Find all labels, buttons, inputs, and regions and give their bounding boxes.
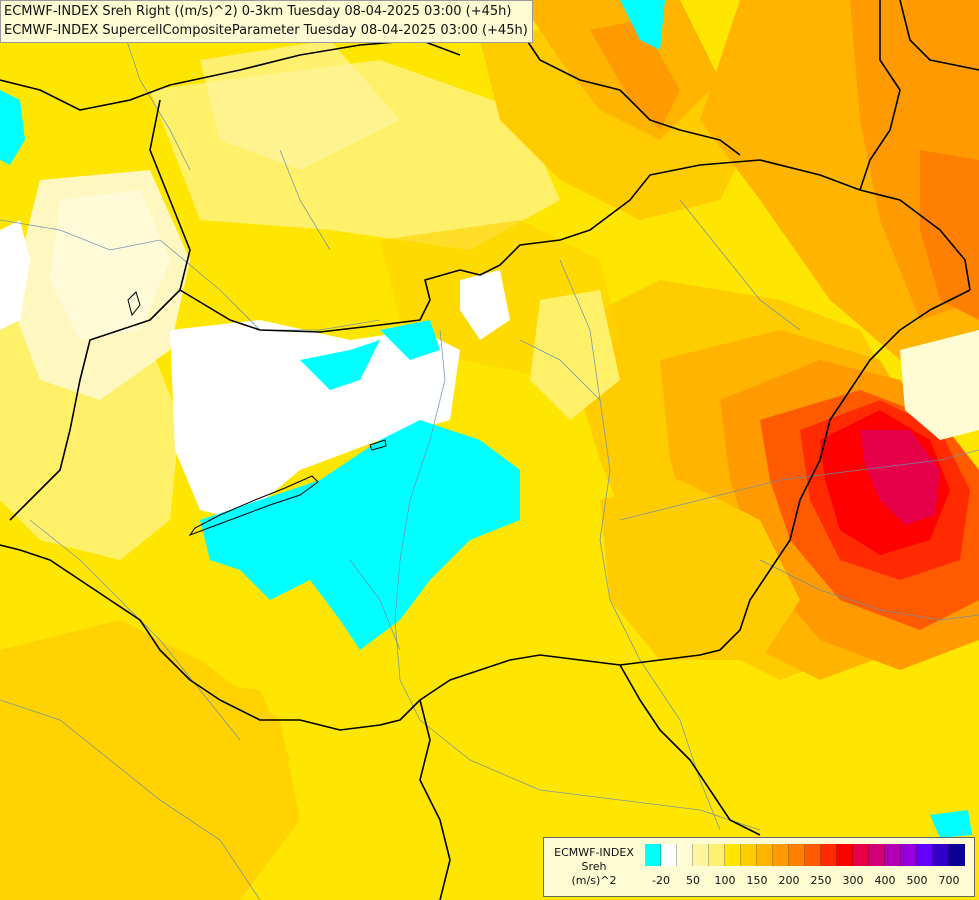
legend-swatch <box>901 844 917 866</box>
legend-tick-label: 500 <box>906 874 928 887</box>
legend-swatch <box>933 844 949 866</box>
legend-swatch <box>853 844 869 866</box>
legend-swatch <box>693 844 709 866</box>
legend-tick-label: 200 <box>778 874 800 887</box>
legend-swatch <box>773 844 789 866</box>
legend-swatch <box>949 844 965 866</box>
legend-swatch <box>709 844 725 866</box>
legend-label: ECMWF-INDEX Sreh (m/s)^2 <box>550 846 638 888</box>
legend-swatch <box>725 844 741 866</box>
legend-swatch <box>821 844 837 866</box>
legend-swatch <box>805 844 821 866</box>
legend-tick-label: 400 <box>874 874 896 887</box>
legend-swatch <box>789 844 805 866</box>
map-title-line-2: ECMWF-INDEX SupercellCompositeParameter … <box>4 23 528 38</box>
map-title-box: ECMWF-INDEX Sreh Right ((m/s)^2) 0-3km T… <box>0 0 533 43</box>
rivers <box>0 19 979 900</box>
legend-tick-label: 100 <box>714 874 736 887</box>
legend-swatch <box>741 844 757 866</box>
legend-swatches <box>645 844 965 866</box>
color-legend: ECMWF-INDEX Sreh (m/s)^2 -20 50 100 150 200 2… <box>543 837 975 897</box>
legend-tick-label: -20 <box>652 874 670 887</box>
legend-swatch <box>917 844 933 866</box>
legend-tick-label: 50 <box>686 874 700 887</box>
legend-label-line-3: (m/s)^2 <box>571 874 617 887</box>
legend-swatch <box>661 844 677 866</box>
legend-tick-label: 300 <box>842 874 864 887</box>
legend-swatch <box>837 844 853 866</box>
legend-swatch <box>645 844 661 866</box>
legend-tick-label: 700 <box>938 874 960 887</box>
legend-tick-label: 150 <box>746 874 768 887</box>
legend-label-line-2: Sreh <box>581 860 607 873</box>
legend-swatch <box>677 844 693 866</box>
legend-ticks: -20 50 100 150 200 250 300 400 500 700 <box>645 874 975 890</box>
lakes <box>127 291 387 537</box>
legend-label-line-1: ECMWF-INDEX <box>554 846 634 859</box>
legend-swatch <box>885 844 901 866</box>
legend-swatch <box>869 844 885 866</box>
legend-tick-label: 250 <box>810 874 832 887</box>
legend-swatch <box>757 844 773 866</box>
map-title-line-1: ECMWF-INDEX Sreh Right ((m/s)^2) 0-3km T… <box>4 4 512 19</box>
